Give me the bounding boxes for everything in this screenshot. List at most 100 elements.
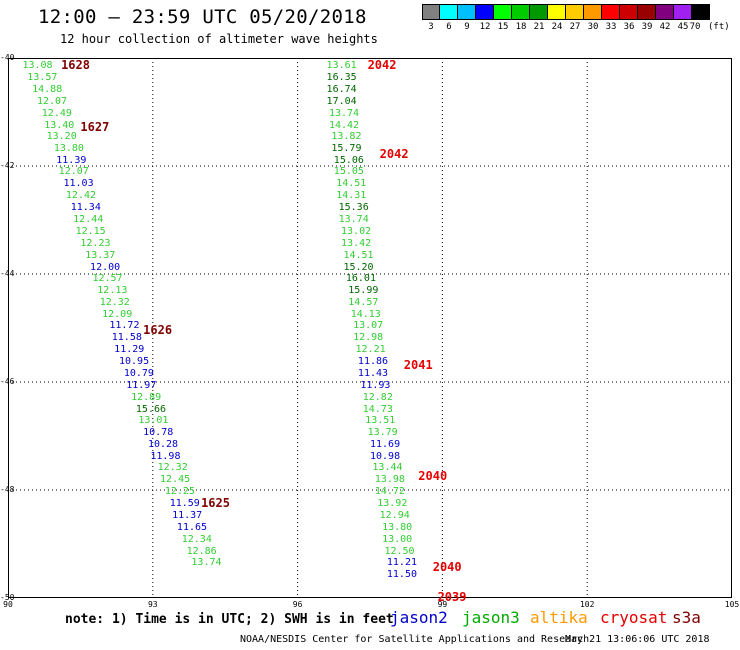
wave-height-value: 14.51	[336, 178, 367, 190]
legend-level-label: 9	[464, 22, 470, 32]
map-title: 12:00 — 23:59 UTC 05/20/2018	[38, 6, 367, 28]
wave-height-value: 14.88	[32, 83, 63, 95]
legend-swatch	[566, 4, 584, 20]
legend-swatch	[692, 4, 710, 20]
wave-height-value: 12.98	[353, 332, 384, 344]
track-label: 1627	[80, 120, 110, 135]
wave-height-value: 13.01	[138, 415, 169, 427]
track-label: 2040	[418, 468, 448, 483]
wave-height-value: 15.06	[333, 154, 364, 166]
map-grid	[8, 58, 732, 598]
wave-height-value: 12.49	[41, 107, 72, 119]
wave-height-value: 10.95	[119, 356, 150, 368]
lon-tick-label: 105	[724, 600, 740, 609]
wave-height-value: 12.82	[362, 391, 393, 403]
wave-height-value: 13.74	[191, 557, 222, 569]
track-label: 2040	[432, 560, 462, 575]
wave-height-value: 13.92	[377, 498, 408, 510]
wave-height-value: 16.35	[326, 71, 357, 83]
legend-level-label: 39	[641, 22, 653, 32]
wave-height-value: 11.50	[386, 569, 417, 581]
map-subtitle: 12 hour collection of altimeter wave hei…	[60, 32, 378, 46]
legend-level-label: 36	[623, 22, 635, 32]
wave-height-value: 11.69	[370, 438, 401, 450]
legend-level-label: 3	[428, 22, 434, 32]
legend-swatch	[530, 4, 548, 20]
wave-height-value: 13.37	[85, 249, 116, 261]
wave-height-value: 13.74	[328, 107, 360, 119]
wave-height-value: 11.59	[169, 498, 200, 510]
wave-height-value: 15.66	[135, 403, 167, 415]
legend-level-label: 45	[677, 22, 689, 32]
lon-tick-label: 102	[579, 600, 595, 609]
wave-height-value: 11.03	[63, 178, 94, 190]
wave-height-value: 12.34	[181, 533, 212, 545]
lat-tick-label: -40	[0, 53, 15, 62]
note-text: note: 1) Time is in UTC; 2) SWH is in fe…	[65, 612, 394, 627]
legend-level-label: 33	[605, 22, 617, 32]
wave-height-value: 15.36	[338, 202, 369, 214]
wave-height-value: 12.32	[157, 462, 188, 474]
timestamp-text: May 21 13:06:06 UTC 2018	[565, 634, 710, 645]
legend-swatch	[422, 4, 440, 20]
wave-height-value: 12.94	[379, 509, 410, 521]
track-label: 2042	[379, 147, 409, 162]
wave-height-value: 12.15	[75, 225, 106, 237]
wave-height-value: 14.51	[343, 249, 374, 261]
wave-height-value: 13.80	[53, 142, 84, 154]
wave-height-value: 11.97	[126, 379, 157, 391]
wave-height-value: 12.09	[102, 308, 133, 320]
satellite-legend-item: altika	[530, 608, 588, 627]
legend-level-label: 6	[446, 22, 452, 32]
wave-height-value: 15.05	[333, 166, 364, 178]
wave-height-value: 12.86	[186, 545, 217, 557]
wave-height-value: 11.98	[150, 450, 181, 462]
wave-height-value: 11.29	[114, 344, 145, 356]
track-label: 2039	[437, 590, 467, 604]
lon-tick-label: 99	[437, 600, 448, 609]
satellite-legend-item: jason2	[390, 608, 448, 627]
lat-tick-label: -46	[0, 377, 15, 386]
lon-tick-label: 93	[147, 600, 158, 609]
legend-swatch	[458, 4, 476, 20]
wave-height-value: 11.72	[109, 320, 140, 332]
wave-height-value: 13.79	[367, 427, 398, 439]
wave-height-value: 13.40	[44, 119, 75, 131]
wave-height-value: 15.79	[331, 142, 362, 154]
wave-height-value: 13.98	[374, 474, 405, 486]
wave-height-value: 11.93	[360, 379, 391, 391]
wave-height-value: 11.21	[386, 557, 417, 569]
wave-height-value: 10.78	[143, 427, 174, 439]
color-legend	[422, 4, 710, 20]
wave-height-value: 14.31	[336, 190, 367, 202]
lat-tick-label: -44	[0, 269, 15, 278]
wave-height-value: 13.07	[353, 320, 384, 332]
wave-height-value: 10.98	[370, 450, 401, 462]
wave-height-value: 16.74	[326, 83, 357, 95]
lon-tick-label: 96	[292, 600, 303, 609]
track-label: 2041	[403, 357, 433, 372]
legend-level-label: 15	[497, 22, 509, 32]
wave-height-value: 13.20	[46, 130, 77, 142]
legend-swatch	[494, 4, 512, 20]
wave-height-value: 12.25	[164, 486, 195, 498]
legend-level-label: 70	[689, 22, 701, 32]
satellite-legend-item: s3a	[672, 608, 701, 627]
legend-level-label: 21	[533, 22, 545, 32]
legend-level-label: 27	[569, 22, 581, 32]
wave-height-value: 13.61	[326, 60, 357, 72]
legend-unit: (ft)	[708, 22, 730, 32]
legend-level-label: 18	[515, 22, 527, 32]
wave-height-value: 11.34	[70, 202, 101, 214]
wave-height-value: 17.04	[326, 95, 357, 107]
legend-swatch	[602, 4, 620, 20]
legend-swatch	[638, 4, 656, 20]
wave-height-value: 12.00	[90, 261, 121, 273]
wave-height-value: 16.01	[345, 273, 376, 285]
wave-height-value: 11.37	[172, 509, 203, 521]
legend-swatch	[476, 4, 494, 20]
credit-text: NOAA/NESDIS Center for Satellite Applica…	[240, 634, 590, 645]
wave-height-value: 13.00	[382, 533, 413, 545]
wave-height-value: 11.39	[56, 154, 87, 166]
wave-height-value: 13.44	[372, 462, 403, 474]
